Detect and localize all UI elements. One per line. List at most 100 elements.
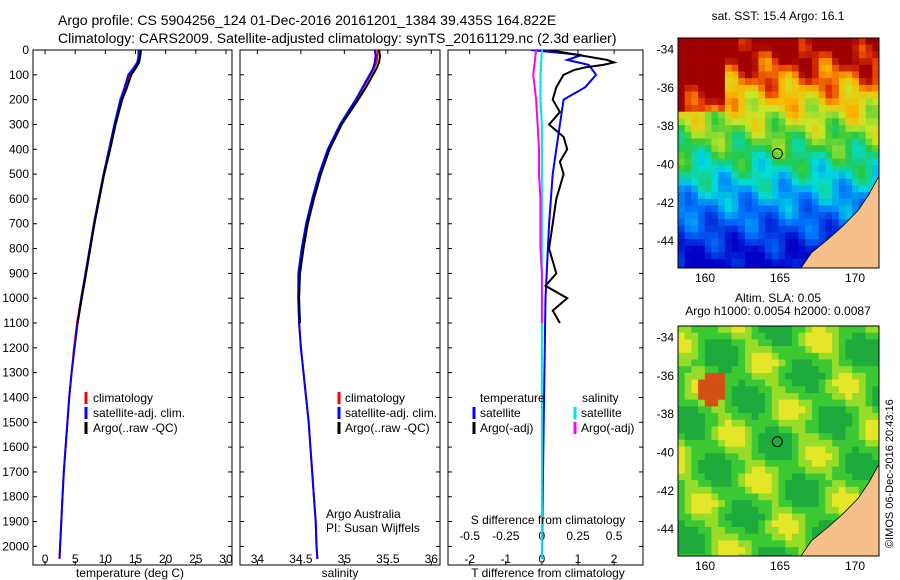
map-cell — [758, 366, 766, 374]
map-cell — [718, 245, 726, 253]
map-cell — [724, 259, 732, 267]
map-cell — [758, 252, 766, 260]
map-cell — [852, 165, 860, 173]
map-cell — [724, 372, 732, 380]
map-cell — [771, 419, 779, 427]
map-cell — [852, 138, 860, 146]
map-cell — [724, 84, 732, 92]
map-cell — [791, 259, 799, 267]
map-cell — [852, 172, 860, 179]
legend-label: Argo(-adj) — [581, 421, 634, 435]
map-cell — [684, 232, 692, 240]
map-cell — [791, 125, 799, 133]
map-cell — [852, 38, 860, 45]
map-cell — [724, 151, 732, 159]
map-cell — [711, 466, 719, 474]
map-cell — [805, 145, 813, 153]
map-cell — [858, 433, 866, 441]
map-cell — [812, 185, 819, 193]
map-cell — [872, 359, 879, 367]
map-cell — [791, 51, 799, 59]
x-tick-label: 2 — [611, 552, 618, 566]
map-cell — [825, 426, 833, 434]
map-cell — [711, 165, 719, 173]
map-cell — [785, 232, 793, 240]
map-cell — [845, 413, 853, 421]
map-cell — [684, 399, 692, 407]
map-cell — [805, 239, 813, 246]
map-cell — [805, 433, 813, 441]
map-cell — [818, 44, 826, 52]
map-cell — [745, 212, 752, 220]
map-cell — [684, 332, 692, 340]
map-cell — [698, 480, 706, 488]
map-cell — [858, 192, 866, 200]
map-cell — [751, 44, 759, 52]
map-cell — [818, 185, 826, 193]
map-cell — [724, 51, 732, 59]
map-cell — [812, 64, 819, 72]
x-tick-label: 10 — [99, 552, 113, 566]
map-cell — [791, 506, 799, 514]
map-cell — [798, 473, 806, 481]
map-cell — [684, 339, 692, 347]
map-cell — [684, 493, 692, 501]
map-cell — [704, 259, 712, 267]
map-cell — [778, 252, 786, 260]
map-cell — [718, 480, 726, 488]
map-cell — [765, 151, 773, 159]
map-cell — [691, 426, 699, 434]
map-cell — [758, 98, 766, 106]
map-cell — [731, 486, 739, 494]
map-cell — [724, 158, 732, 166]
map-cell — [704, 239, 712, 246]
map-cell — [771, 125, 779, 133]
map-cell — [711, 178, 719, 186]
map-cell — [845, 433, 853, 441]
map-cell — [771, 212, 779, 220]
map-cell — [684, 553, 692, 556]
map-cell — [724, 165, 732, 173]
legend-label: climatology — [345, 391, 405, 405]
map-cell — [812, 198, 819, 206]
map-cell — [724, 105, 732, 112]
map-cell — [758, 64, 766, 72]
map-cell — [765, 433, 773, 441]
map-cell — [731, 158, 739, 166]
map-cell — [765, 466, 773, 474]
map-cell — [711, 520, 719, 528]
map-cell — [858, 480, 866, 488]
map-cell — [731, 245, 739, 253]
map-cell — [758, 506, 766, 514]
map-cell — [704, 58, 712, 66]
map-cell — [778, 58, 786, 66]
map-cell — [778, 547, 786, 555]
map-cell — [678, 339, 685, 347]
map-cell — [738, 386, 746, 394]
map-cell — [711, 419, 719, 427]
map-cell — [872, 138, 879, 146]
map-cell — [812, 446, 819, 454]
map-cell — [711, 486, 719, 494]
map-cell — [698, 125, 706, 133]
map-cell — [711, 339, 719, 347]
depth-tick-label: 1300 — [2, 366, 29, 380]
map-cell — [704, 419, 712, 427]
map-cell — [698, 453, 706, 461]
map-cell — [785, 426, 793, 434]
map-lat-label: -40 — [657, 158, 675, 172]
map-cell — [852, 346, 860, 354]
map-cell — [698, 366, 706, 374]
map-cell — [785, 493, 793, 501]
map-cell — [778, 346, 786, 354]
map-cell — [805, 71, 813, 79]
map-cell — [825, 493, 833, 501]
map-cell — [731, 145, 739, 153]
map-cell — [691, 71, 699, 79]
map-cell — [731, 172, 739, 179]
map-cell — [731, 460, 739, 467]
map-cell — [832, 453, 840, 461]
map-cell — [771, 245, 779, 253]
map-cell — [771, 165, 779, 173]
x-tick-label: 5 — [72, 552, 79, 566]
